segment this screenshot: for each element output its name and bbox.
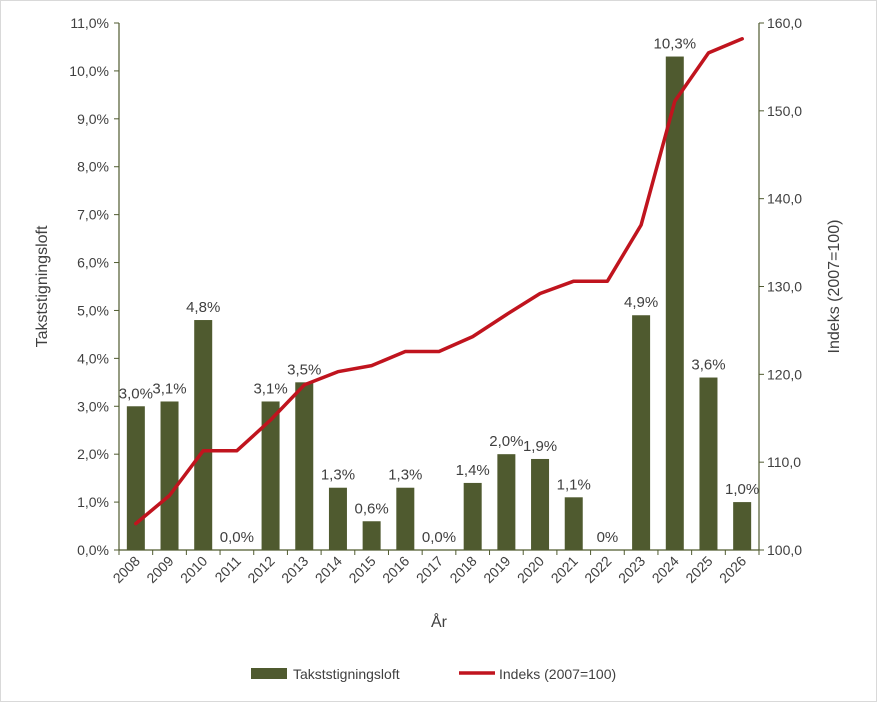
y2-tick-label: 120,0 (767, 366, 802, 382)
bar-data-label: 0,0% (422, 529, 456, 546)
x-tick-label: 2009 (143, 553, 176, 586)
y-tick-label: 1,0% (77, 494, 109, 510)
y-axis-title: Takststigningsloft (34, 225, 51, 347)
x-tick-label: 2025 (682, 553, 715, 586)
legend-label-takststigningsloft: Takststigningsloft (293, 666, 400, 682)
bar (733, 502, 752, 550)
bar-data-label: 4,8% (186, 299, 220, 316)
bar (632, 315, 651, 550)
y-tick-label: 3,0% (77, 398, 109, 414)
bar (564, 497, 583, 550)
bar (497, 454, 516, 550)
y-tick-label: 7,0% (77, 207, 109, 223)
y-tick-label: 6,0% (77, 255, 109, 271)
x-tick-label: 2011 (211, 553, 244, 586)
x-tick-label: 2022 (581, 553, 614, 586)
bar (463, 482, 482, 550)
bar-data-label: 0,0% (220, 529, 254, 546)
x-tick-label: 2019 (480, 553, 513, 586)
bar-data-label: 3,6% (691, 357, 725, 374)
y-tick-label: 10,0% (69, 63, 109, 79)
y2-tick-label: 130,0 (767, 279, 802, 295)
series-line-indeks (134, 37, 744, 526)
x-tick-label: 2017 (413, 553, 446, 586)
y-tick-label: 8,0% (77, 159, 109, 175)
x-tick-label: 2018 (446, 553, 479, 586)
bar-data-label: 10,3% (654, 36, 697, 53)
legend-label-indeks: Indeks (2007=100) (499, 666, 616, 682)
y-tick-label: 5,0% (77, 302, 109, 318)
bar-data-label: 3,1% (253, 380, 287, 397)
y-tick-label: 0,0% (77, 542, 109, 558)
bar (295, 382, 314, 550)
bar (531, 458, 550, 550)
bar-data-label: 1,3% (321, 467, 355, 484)
x-tick-label: 2023 (615, 553, 648, 586)
y2-tick-label: 140,0 (767, 191, 802, 207)
x-axis-title: År (431, 612, 448, 631)
x-tick-label: 2012 (244, 553, 277, 586)
bar-data-label: 0% (597, 529, 619, 546)
bar-data-label: 3,0% (119, 385, 153, 402)
bar (362, 521, 381, 550)
bar-data-label: 4,9% (624, 294, 658, 311)
y-tick-label: 9,0% (77, 111, 109, 127)
y-tick-label: 4,0% (77, 350, 109, 366)
x-tick-label: 2024 (649, 553, 682, 586)
bar (665, 56, 684, 550)
y2-tick-label: 110,0 (767, 454, 801, 470)
y2-tick-label: 150,0 (767, 103, 802, 119)
bar-data-label: 0,6% (355, 500, 389, 517)
legend-swatch-takststigningsloft (251, 668, 287, 679)
bar (126, 406, 145, 550)
x-tick-label: 2010 (177, 553, 210, 586)
x-tick-label: 2016 (379, 553, 412, 586)
bar-data-label: 1,3% (388, 467, 422, 484)
bar (194, 320, 213, 550)
bar (328, 487, 347, 550)
x-tick-label: 2014 (312, 553, 345, 586)
bar (699, 377, 718, 550)
bar-data-label: 3,5% (287, 361, 321, 378)
bar (396, 487, 415, 550)
bar-data-label: 1,0% (725, 481, 759, 498)
y-tick-label: 2,0% (77, 446, 109, 462)
x-tick-label: 2015 (345, 553, 378, 586)
bar (261, 401, 280, 550)
bar-data-label: 2,0% (489, 433, 523, 450)
y2-axis-title: Indeks (2007=100) (826, 220, 843, 354)
y2-tick-label: 100,0 (767, 542, 802, 558)
bar-data-label: 1,9% (523, 438, 557, 455)
bar (160, 401, 179, 550)
y2-tick-label: 160,0 (767, 15, 802, 31)
y-tick-label: 11,0% (70, 15, 109, 31)
x-tick-label: 2021 (548, 553, 581, 586)
x-tick-label: 2008 (110, 553, 143, 586)
x-tick-label: 2026 (716, 553, 749, 586)
bar-data-label: 1,4% (456, 462, 490, 479)
bar-data-label: 3,1% (152, 380, 186, 397)
x-tick-label: 2020 (514, 553, 547, 586)
x-tick-label: 2013 (278, 553, 311, 586)
bar-data-label: 1,1% (557, 476, 591, 493)
